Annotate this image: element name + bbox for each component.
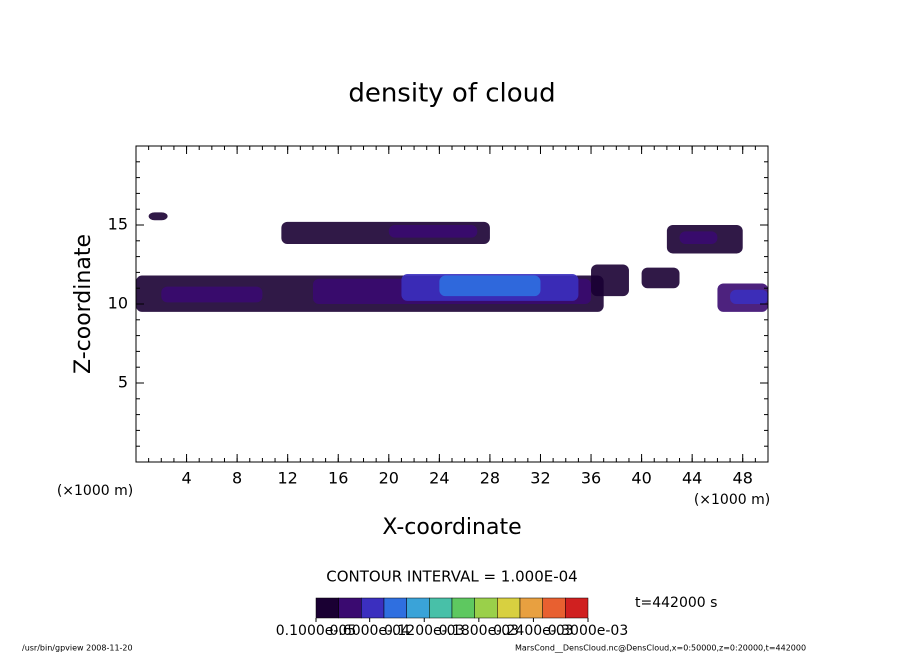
cloud-cell [161,286,263,303]
cloud-cell [148,212,168,221]
x-tick-label: 32 [530,469,550,488]
colorbar-segment [383,597,407,619]
x-tick-label: 24 [429,469,449,488]
x-tick-label: 48 [733,469,753,488]
colorbar-label: 0.1200e-03 [384,623,464,639]
chart-title: density of cloud [348,79,555,109]
x-tick-label: 4 [181,469,191,488]
cloud-cell [388,225,478,238]
colorbar-segment [406,597,430,619]
x-unit: (×1000 m) [694,492,770,508]
x-tick-label: 36 [581,469,601,488]
colorbar-segment [497,597,521,619]
colorbar-label: 0.2400e-03 [493,623,573,639]
x-tick-label: 16 [328,469,348,488]
colorbar-label: 0.1800e-03 [439,623,519,639]
colorbar-segment [565,597,589,619]
footer-left: /usr/bin/gpview 2008-11-20 [22,644,133,653]
cloud-cell [591,264,629,297]
footer-right: MarsCond__DensCloud.nc@DensCloud,x=0:500… [515,644,806,653]
y-unit: (×1000 m) [57,483,133,499]
x-axis-title: X-coordinate [382,515,521,540]
contour-interval: CONTOUR INTERVAL = 1.000E-04 [326,568,577,586]
colorbar-segment [542,597,566,619]
y-tick-label: 5 [118,373,128,392]
colorbar-label: 0.1000e-05 [276,623,356,639]
colorbar-segment [474,597,498,619]
x-tick-label: 44 [682,469,702,488]
colorbar-segment [315,597,339,619]
colorbar-segment [338,597,362,619]
x-tick-label: 12 [278,469,298,488]
y-axis-title: Z-coordinate [71,234,96,374]
colorbar-segment [519,597,543,619]
y-tick-label: 15 [108,215,128,234]
y-tick-label: 10 [108,294,128,313]
colorbar-label: 0.6000e-04 [329,623,410,639]
x-tick-label: 20 [379,469,399,488]
x-tick-label: 28 [480,469,500,488]
colorbar-segment [361,597,385,619]
cloud-cell [730,289,768,304]
x-tick-label: 40 [631,469,651,488]
colorbar-segment [451,597,475,619]
colorbar-segment [429,597,453,619]
x-tick-label: 8 [232,469,242,488]
time-label: t=442000 s [635,595,717,611]
cloud-cell [439,275,541,297]
colorbar-label: 0.3000e-03 [548,623,628,639]
cloud-cell [641,267,680,289]
cloud-cell [679,231,718,244]
